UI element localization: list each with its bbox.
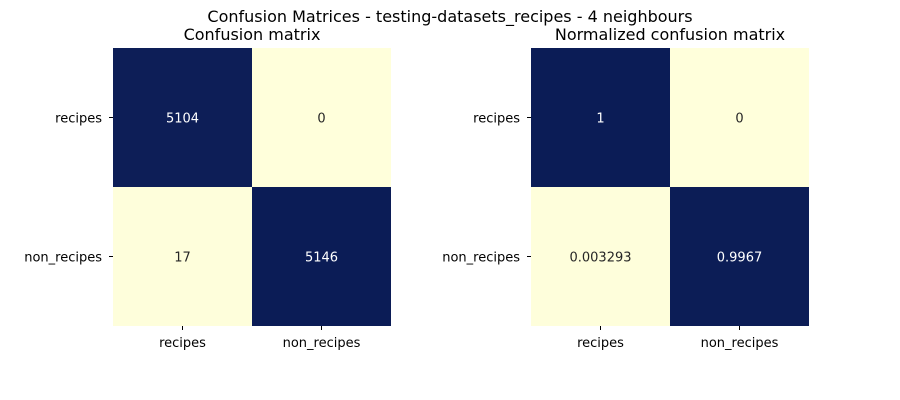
heatmap-panel-1: Confusion matrix 5104 0 17 5146 recipes non_re… (24, 25, 391, 351)
y-tick-label: non_recipes (24, 251, 102, 266)
heatmap-title: Confusion matrix (184, 25, 321, 44)
heatmap-cell-non_recipes-recipes (113, 187, 252, 326)
y-tick-label: recipes (473, 112, 520, 127)
heatmap-cell-recipes-recipes (531, 48, 670, 187)
x-tick-label: non_recipes (283, 336, 361, 351)
heatmap-cell-recipes-recipes (113, 48, 252, 187)
heatmap-cell-non_recipes-non_recipes (252, 187, 391, 326)
heatmap-cell-annotation: 0.003293 (569, 251, 631, 266)
heatmap-cell-annotation: 0 (735, 112, 743, 127)
x-tick-label: non_recipes (701, 336, 779, 351)
figure-suptitle: Confusion Matrices - testing-datasets_re… (207, 7, 692, 27)
heatmap-panels: Confusion matrix 5104 0 17 5146 recipes non_re… (24, 25, 809, 351)
heatmap-cell-recipes-non_recipes (252, 48, 391, 187)
heatmap-title: Normalized confusion matrix (555, 25, 785, 44)
x-tick-label: recipes (577, 336, 624, 351)
heatmap-cell-non_recipes-recipes (531, 187, 670, 326)
heatmap-cell-annotation: 1 (596, 112, 604, 127)
heatmap-cell-annotation: 17 (174, 251, 191, 266)
heatmap-cell-non_recipes-non_recipes (670, 187, 809, 326)
y-tick-label: non_recipes (442, 251, 520, 266)
heatmap-cell-annotation: 5104 (166, 112, 199, 127)
heatmap-cell-annotation: 0 (317, 112, 325, 127)
x-tick-label: recipes (159, 336, 206, 351)
heatmap-cell-annotation: 0.9967 (717, 251, 763, 266)
heatmap-cell-recipes-non_recipes (670, 48, 809, 187)
heatmap-cell-annotation: 5146 (305, 251, 338, 266)
y-tick-label: recipes (55, 112, 102, 127)
heatmap-panel-2: Normalized confusion matrix 1 0 0.003293 0.9… (442, 25, 809, 351)
